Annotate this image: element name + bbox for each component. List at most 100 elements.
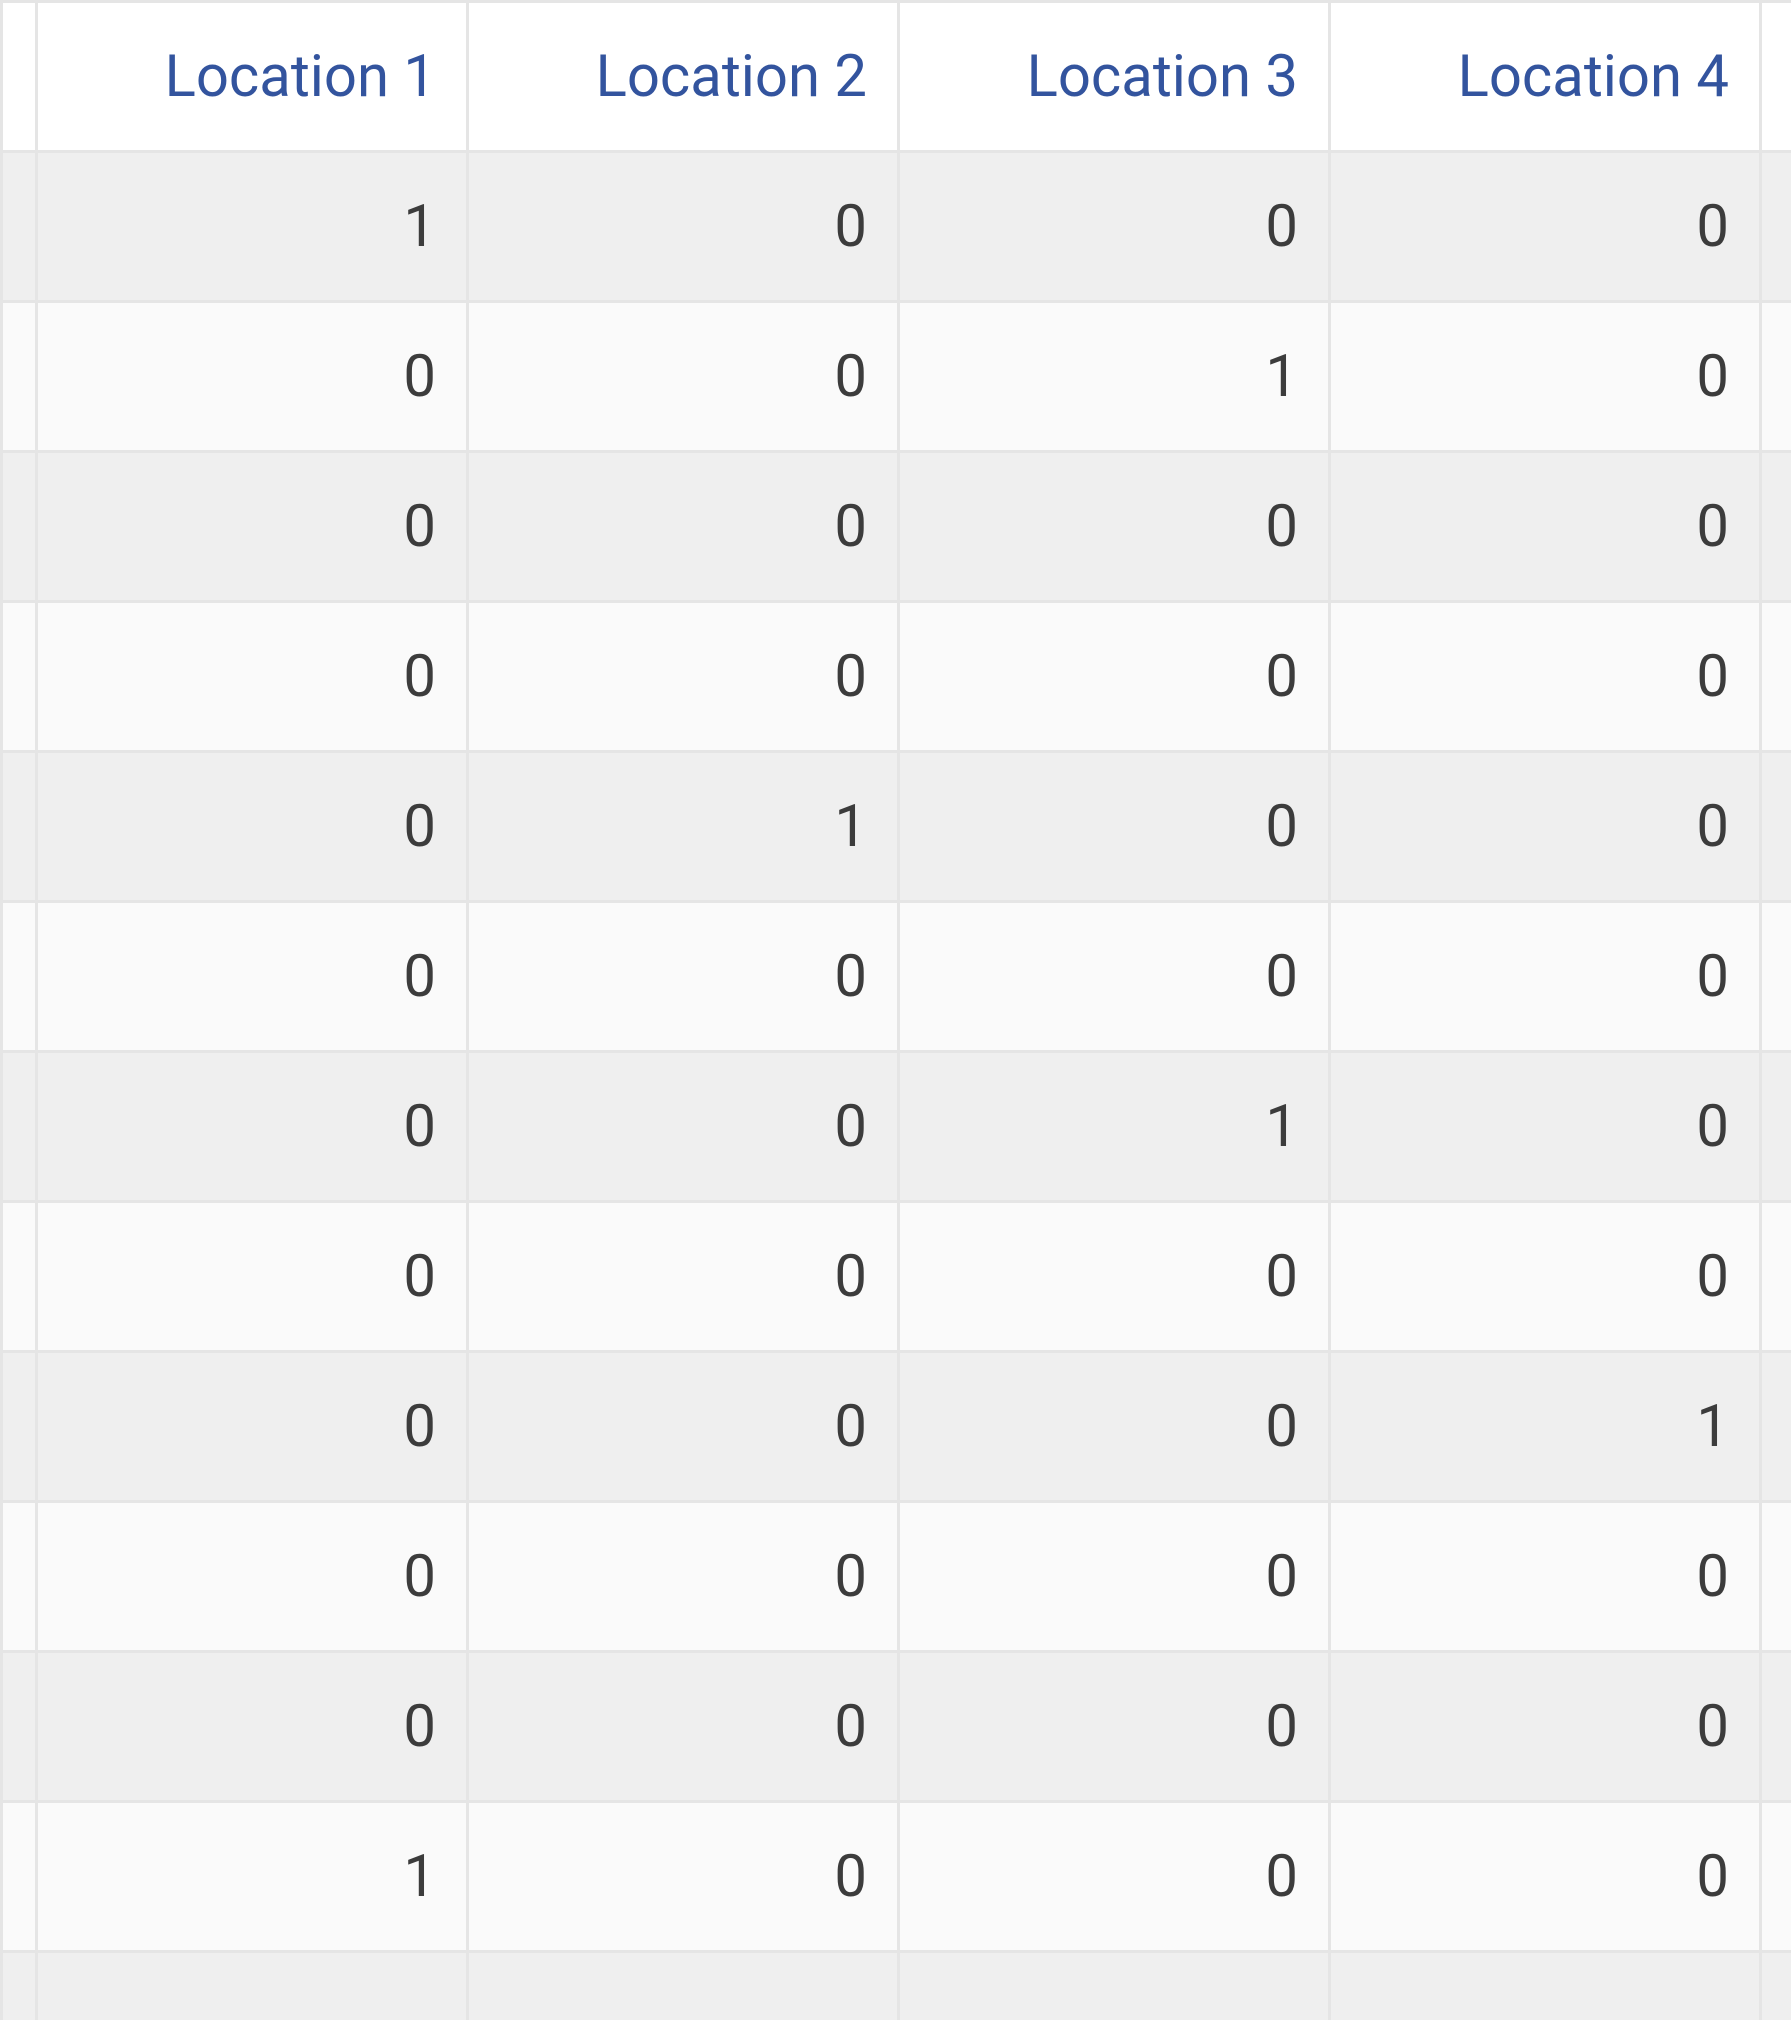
table-cell[interactable]: 0 — [1330, 1202, 1761, 1352]
table-cell-stub-right — [1761, 752, 1791, 902]
table-cell[interactable]: 0 — [468, 1202, 899, 1352]
table-cell[interactable]: 1 — [1330, 1352, 1761, 1502]
table-cell[interactable]: 0 — [37, 1352, 468, 1502]
table-cell[interactable]: 0 — [1330, 152, 1761, 302]
table-cell-stub-right — [1761, 1802, 1791, 1952]
table-cell[interactable]: 0 — [899, 1202, 1330, 1352]
table-cell-stub — [2, 1502, 37, 1652]
table-cell-stub — [2, 752, 37, 902]
table-row: 0 0 1 0 — [2, 302, 1791, 452]
table-cell[interactable]: 0 — [1330, 752, 1761, 902]
table-cell[interactable]: 1 — [468, 752, 899, 902]
table-header-location-4[interactable]: Location 4 — [1330, 2, 1761, 152]
table-body: 1 0 0 0 0 0 1 0 0 0 0 0 — [2, 152, 1791, 2020]
table-cell-stub-right — [1761, 1052, 1791, 1202]
table-cell-stub — [2, 1052, 37, 1202]
table-cell-stub — [2, 1652, 37, 1802]
table-cell[interactable]: 0 — [468, 1052, 899, 1202]
table-cell[interactable]: 0 — [37, 602, 468, 752]
table-cell[interactable]: 0 — [1330, 1802, 1761, 1952]
table-cell-stub-right — [1761, 302, 1791, 452]
table-cell-stub — [2, 1202, 37, 1352]
table-cell-stub — [2, 1952, 37, 2020]
table-cell-stub-right — [1761, 1352, 1791, 1502]
table-cell[interactable]: 0 — [37, 1202, 468, 1352]
table-header-stub — [2, 2, 37, 152]
table-cell[interactable]: 0 — [1330, 902, 1761, 1052]
table-header-location-2[interactable]: Location 2 — [468, 2, 899, 152]
table-cell-stub-right — [1761, 452, 1791, 602]
table-cell-stub-right — [1761, 152, 1791, 302]
table-cell[interactable]: 0 — [468, 152, 899, 302]
table-cell-stub — [2, 152, 37, 302]
table-cell[interactable]: 0 — [899, 1652, 1330, 1802]
table-cell[interactable]: 0 — [1330, 302, 1761, 452]
table-cell-stub — [2, 902, 37, 1052]
table-cell[interactable]: 1 — [37, 152, 468, 302]
table-cell[interactable]: 0 — [468, 1352, 899, 1502]
table-cell-stub — [2, 302, 37, 452]
table-cell[interactable]: 0 — [1330, 1502, 1761, 1652]
table-cell[interactable] — [1330, 1952, 1761, 2020]
table-cell-stub-right — [1761, 902, 1791, 1052]
table-row: 0 0 0 1 — [2, 1352, 1791, 1502]
table-cell[interactable]: 0 — [899, 752, 1330, 902]
table-row: 0 0 0 0 — [2, 602, 1791, 752]
table-cell[interactable]: 1 — [899, 302, 1330, 452]
table-cell-stub-right — [1761, 602, 1791, 752]
table-cell[interactable]: 0 — [1330, 452, 1761, 602]
table-cell[interactable]: 0 — [468, 1652, 899, 1802]
table-cell-stub — [2, 602, 37, 752]
table-cell-stub — [2, 1352, 37, 1502]
table-header-stub-right — [1761, 2, 1791, 152]
table-row: 0 0 0 0 — [2, 1202, 1791, 1352]
table-row: 0 0 0 0 — [2, 1652, 1791, 1802]
table-cell[interactable] — [468, 1952, 899, 2020]
table-header-location-1[interactable]: Location 1 — [37, 2, 468, 152]
table-cell-stub-right — [1761, 1502, 1791, 1652]
table-cell-stub — [2, 1802, 37, 1952]
table-cell[interactable]: 0 — [1330, 1652, 1761, 1802]
table-cell[interactable]: 0 — [468, 1802, 899, 1952]
table-header-location-3[interactable]: Location 3 — [899, 2, 1330, 152]
table-cell[interactable]: 0 — [1330, 602, 1761, 752]
table-cell[interactable]: 0 — [37, 1652, 468, 1802]
table-cell[interactable]: 0 — [468, 902, 899, 1052]
table-cell[interactable]: 0 — [468, 302, 899, 452]
table-cell-stub-right — [1761, 1202, 1791, 1352]
table-header-row: Location 1 Location 2 Location 3 Locatio… — [2, 2, 1791, 152]
table-cell[interactable]: 0 — [468, 1502, 899, 1652]
table-cell[interactable]: 0 — [899, 902, 1330, 1052]
table-cell[interactable]: 1 — [37, 1802, 468, 1952]
table-cell[interactable]: 1 — [899, 1052, 1330, 1202]
table-cell[interactable]: 0 — [899, 152, 1330, 302]
table-cell[interactable]: 0 — [468, 602, 899, 752]
table-cell[interactable]: 0 — [468, 452, 899, 602]
table-cell[interactable]: 0 — [37, 302, 468, 452]
table-row: 1 0 0 0 — [2, 152, 1791, 302]
table-cell[interactable]: 0 — [899, 452, 1330, 602]
table-cell[interactable]: 0 — [899, 1352, 1330, 1502]
table-cell[interactable]: 0 — [899, 1502, 1330, 1652]
table-cell[interactable]: 0 — [37, 752, 468, 902]
table-cell[interactable]: 0 — [1330, 1052, 1761, 1202]
table-cell[interactable]: 0 — [899, 602, 1330, 752]
table-cell-stub-right — [1761, 1652, 1791, 1802]
table-cell[interactable] — [899, 1952, 1330, 2020]
table-row: 0 0 1 0 — [2, 1052, 1791, 1202]
data-table-container: Location 1 Location 2 Location 3 Locatio… — [0, 0, 1791, 2020]
table-cell[interactable]: 0 — [899, 1802, 1330, 1952]
table-row: 1 0 0 0 — [2, 1802, 1791, 1952]
table-row: 0 1 0 0 — [2, 752, 1791, 902]
table-cell[interactable]: 0 — [37, 452, 468, 602]
table-cell[interactable]: 0 — [37, 902, 468, 1052]
table-cell[interactable]: 0 — [37, 1502, 468, 1652]
table-row: 0 0 0 0 — [2, 452, 1791, 602]
table-cell[interactable] — [37, 1952, 468, 2020]
table-row: 0 0 0 0 — [2, 1502, 1791, 1652]
table-row: 0 0 0 0 — [2, 902, 1791, 1052]
table-cell[interactable]: 0 — [37, 1052, 468, 1202]
table-cell-stub-right — [1761, 1952, 1791, 2020]
table-cell-stub — [2, 452, 37, 602]
table-row — [2, 1952, 1791, 2020]
